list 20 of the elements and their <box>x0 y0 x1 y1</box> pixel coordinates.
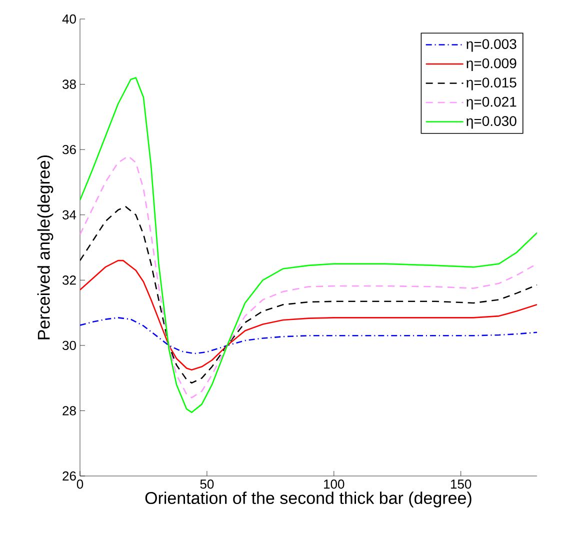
x-tick-label: 50 <box>200 480 214 489</box>
legend-label: η=0.030 <box>466 116 516 129</box>
x-axis-title: Orientation of the second thick bar (degree) <box>145 492 472 508</box>
x-tick-label: 0 <box>76 480 84 489</box>
y-tick-label: 34 <box>62 210 76 220</box>
legend-label: η=0.021 <box>466 96 516 110</box>
y-axis-title: Perceived angle(degree) <box>37 156 54 340</box>
y-tick-label: 30 <box>62 340 76 350</box>
legend-label: η=0.003 <box>466 39 516 52</box>
y-tick-label: 36 <box>62 144 76 154</box>
y-tick-label: 32 <box>62 276 76 285</box>
x-tick-label: 150 <box>450 480 472 489</box>
x-tick-label: 100 <box>324 480 344 489</box>
y-tick-label: 40 <box>62 14 76 24</box>
legend-label: η=0.015 <box>466 78 516 90</box>
legend-label: η=0.009 <box>466 58 516 72</box>
y-tick-label: 28 <box>62 406 76 416</box>
y-tick-label: 38 <box>62 80 76 89</box>
y-tick-label: 26 <box>62 471 76 481</box>
line-series <box>80 77 538 413</box>
